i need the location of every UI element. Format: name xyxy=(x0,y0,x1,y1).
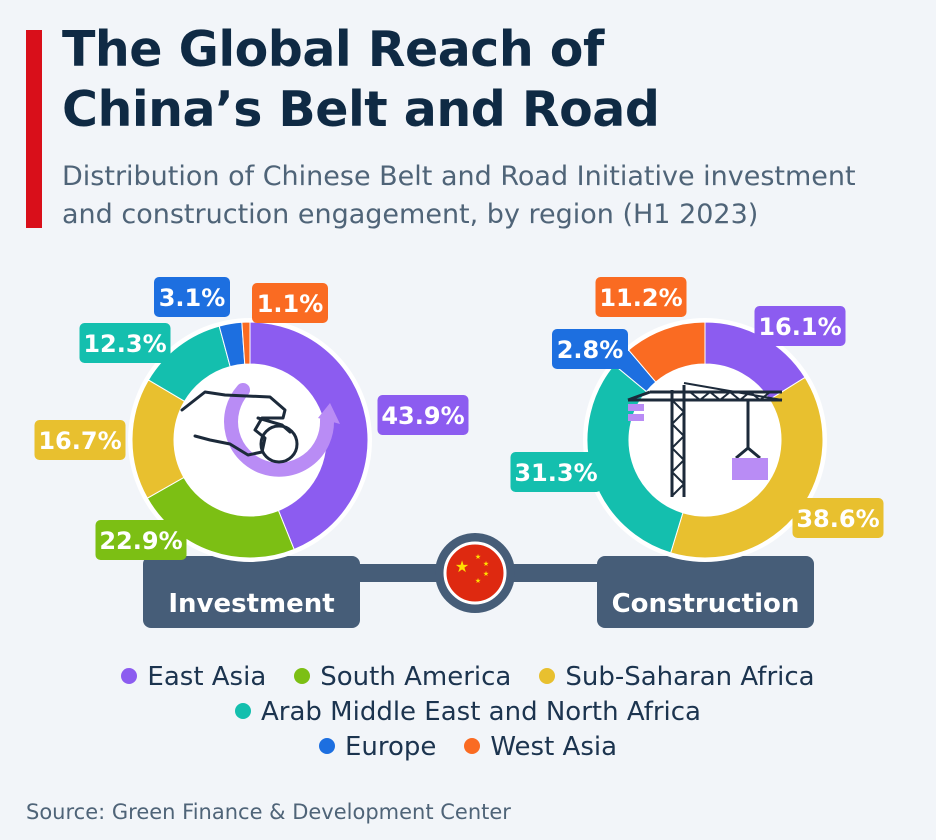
subtitle-line-1: Distribution of Chinese Belt and Road In… xyxy=(62,161,856,192)
chart-title-construction: Construction xyxy=(612,589,800,619)
value-label-sub-saharan-africa: 16.7% xyxy=(34,420,126,460)
value-label-east-asia: 43.9% xyxy=(377,395,469,435)
svg-text:★: ★ xyxy=(455,557,469,576)
svg-text:31.3%: 31.3% xyxy=(514,459,597,487)
legend: East Asia South America Sub-Saharan Africa… xyxy=(0,660,936,765)
legend-row: East Asia South America Sub-Saharan Africa xyxy=(0,660,936,695)
hand-finger xyxy=(256,416,292,434)
slice-west-asia xyxy=(627,321,706,383)
svg-text:★: ★ xyxy=(483,560,489,568)
legend-label: East Asia xyxy=(147,662,267,692)
donut-hole xyxy=(632,367,778,513)
page-subtitle: Distribution of Chinese Belt and Road In… xyxy=(62,158,932,234)
accent-bar xyxy=(26,30,42,228)
legend-label: West Asia xyxy=(490,732,618,762)
value-label-east-asia: 16.1% xyxy=(754,306,846,346)
legend-dot xyxy=(539,667,556,684)
arrow-head xyxy=(318,403,340,424)
slice-sub-saharan-africa xyxy=(670,376,824,559)
value-label-europe: 2.8% xyxy=(552,329,628,369)
svg-text:2.8%: 2.8% xyxy=(557,336,624,364)
page-title: The Global Reach of China’s Belt and Roa… xyxy=(62,20,922,140)
legend-item-east-asia: East Asia xyxy=(121,660,266,695)
value-label-sub-saharan-africa: 38.6% xyxy=(792,498,884,538)
legend-label: Sub-Saharan Africa xyxy=(565,662,815,692)
value-label-south-america: 22.9% xyxy=(95,520,187,560)
svg-text:16.1%: 16.1% xyxy=(758,313,841,341)
hand xyxy=(180,390,287,457)
value-labels: 43.9% 22.9% 16.7% 12.3% 3.1% 1.1% 16.1% 38.6% 31… xyxy=(34,277,884,560)
legend-dot xyxy=(318,737,335,754)
legend-item-south-america: South America xyxy=(294,660,511,695)
svg-text:11.2%: 11.2% xyxy=(599,284,682,312)
value-label-europe: 3.1% xyxy=(154,277,230,317)
hand-coin-icon xyxy=(180,383,340,477)
legend-item-arab-middle-east-and-north-africa: Arab Middle East and North Africa xyxy=(234,695,701,730)
svg-text:12.3%: 12.3% xyxy=(83,330,166,358)
subtitle-line-2: and construction engagement, by region (… xyxy=(62,199,759,230)
svg-text:22.9%: 22.9% xyxy=(99,527,182,555)
investment-donut xyxy=(128,318,372,562)
legend-item-europe: Europe xyxy=(318,730,437,765)
construction-label-box: Construction xyxy=(597,556,814,628)
svg-text:★: ★ xyxy=(475,553,481,561)
china-flag-icon: ★ ★ ★ ★ ★ xyxy=(435,533,515,613)
crane-icon xyxy=(627,382,783,497)
legend-label: South America xyxy=(320,662,512,692)
legend-dot xyxy=(234,702,251,719)
svg-text:★: ★ xyxy=(475,577,481,585)
svg-text:16.7%: 16.7% xyxy=(38,427,121,455)
legend-dot xyxy=(294,667,311,684)
donut-charts: Investment Construction ★ ★ ★ ★ ★ 43.9% xyxy=(34,277,884,628)
legend-label: Europe xyxy=(344,732,437,762)
value-label-arab-middle-east-and-north-africa: 12.3% xyxy=(79,323,171,363)
legend-dot xyxy=(464,737,481,754)
svg-text:38.6%: 38.6% xyxy=(796,505,879,533)
legend-dot xyxy=(121,667,138,684)
value-label-arab-middle-east-and-north-africa: 31.3% xyxy=(510,452,602,492)
slice-east-asia xyxy=(249,321,369,551)
legend-label: Arab Middle East and North Africa xyxy=(260,697,701,727)
svg-text:1.1%: 1.1% xyxy=(257,290,324,318)
slice-west-asia xyxy=(241,321,251,365)
legend-item-west-asia: West Asia xyxy=(464,730,617,765)
chart-title-box xyxy=(597,556,814,628)
svg-text:★: ★ xyxy=(483,570,489,578)
svg-text:3.1%: 3.1% xyxy=(159,284,226,312)
source-note: Source: Green Finance & Development Cent… xyxy=(26,800,511,824)
legend-item-sub-saharan-africa: Sub-Saharan Africa xyxy=(539,660,815,695)
coin xyxy=(259,424,299,464)
chart-title-box xyxy=(143,556,360,628)
legend-row: Europe West Asia xyxy=(0,730,936,765)
circular-arrow-icon xyxy=(224,383,335,477)
svg-text:43.9%: 43.9% xyxy=(381,402,464,430)
legend-row: Arab Middle East and North Africa xyxy=(0,695,936,730)
title-line-2: China’s Belt and Road xyxy=(62,81,660,138)
title-line-1: The Global Reach of xyxy=(62,21,604,78)
investment-label-box: Investment xyxy=(143,556,360,628)
chart-title-investment: Investment xyxy=(168,589,334,619)
value-label-west-asia: 1.1% xyxy=(252,283,328,323)
donut-hole xyxy=(177,367,323,513)
value-label-west-asia: 11.2% xyxy=(595,277,687,317)
